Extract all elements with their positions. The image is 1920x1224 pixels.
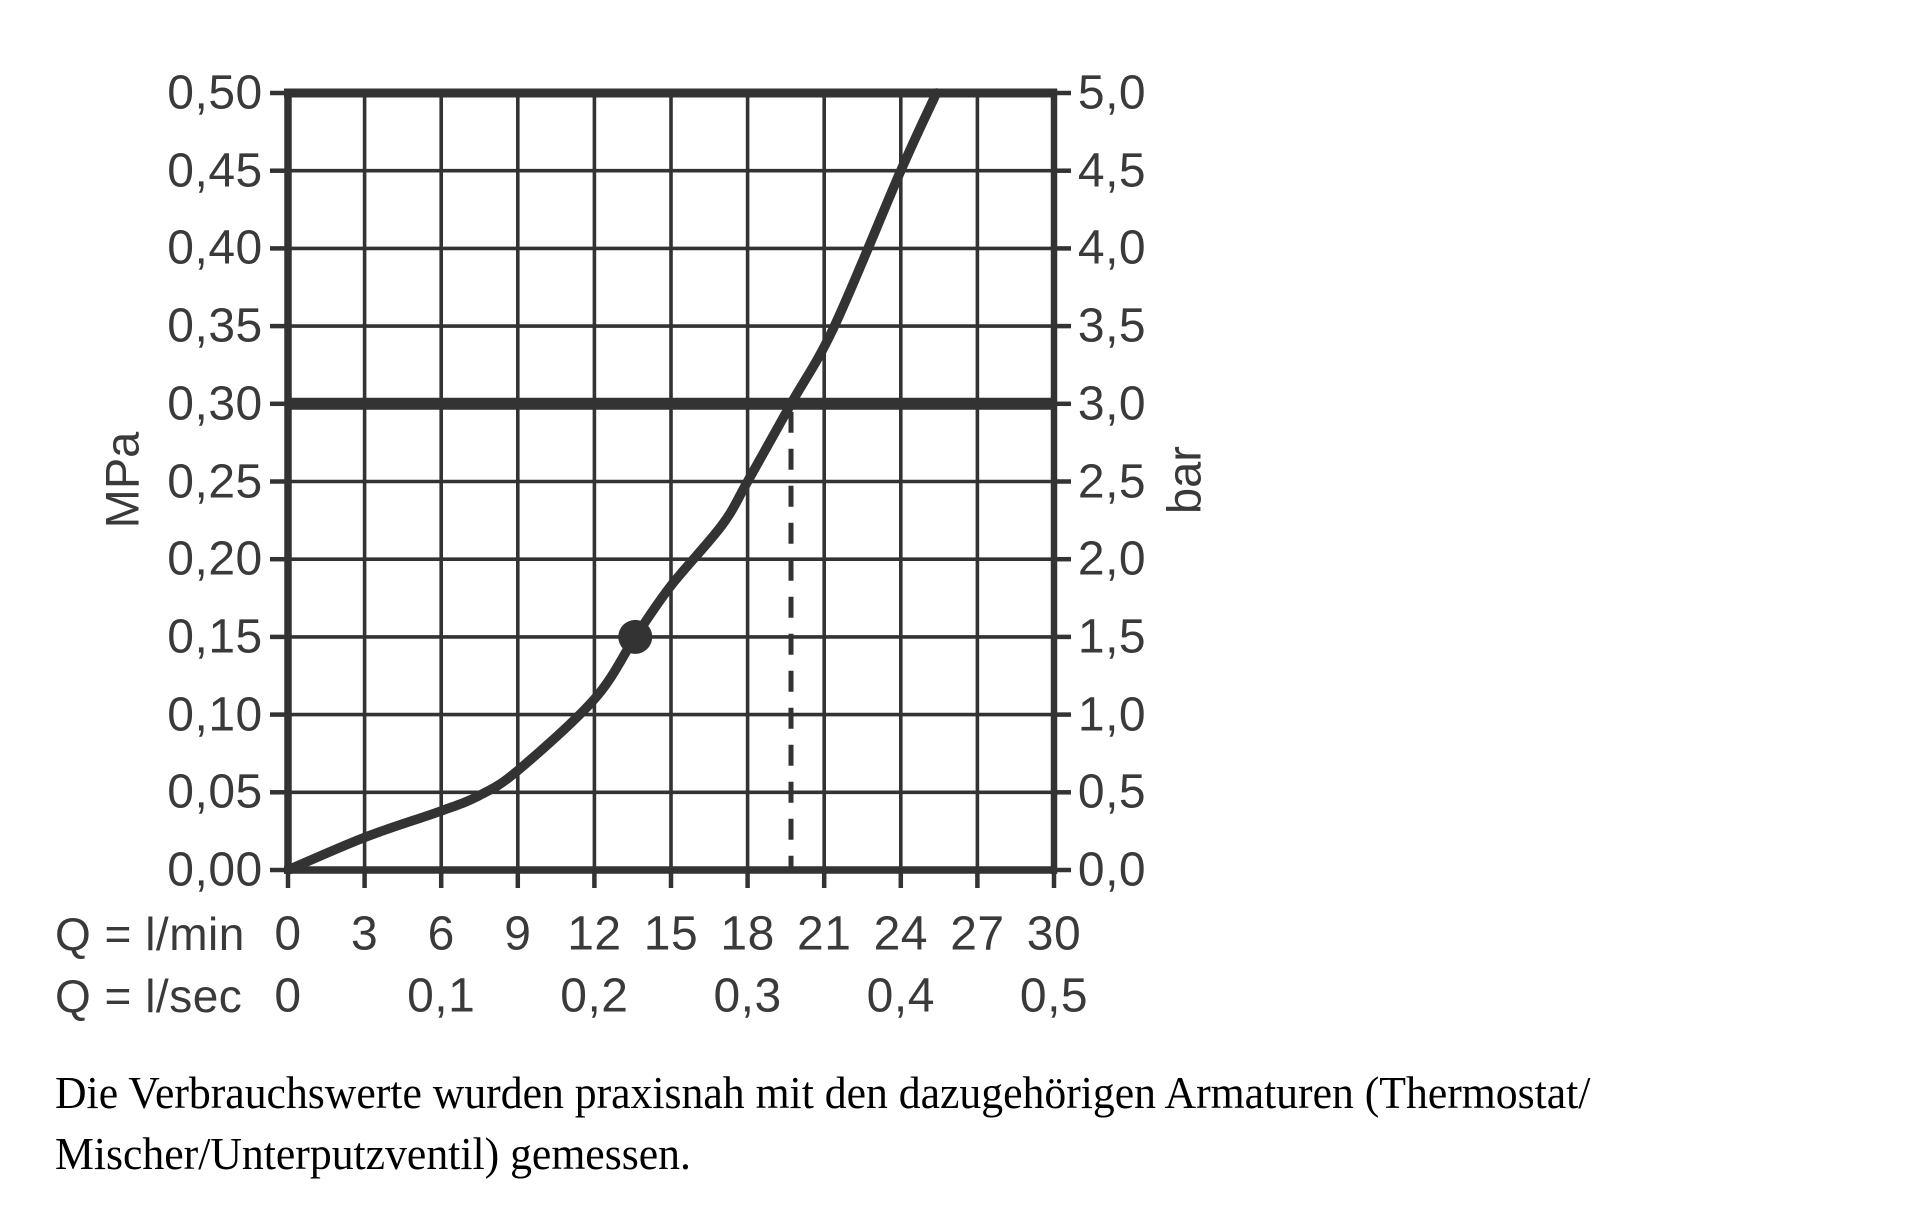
lsec-axis-tick-label: 0,5 — [1019, 969, 1089, 1023]
lmin-axis-tick-label: 6 — [427, 907, 455, 961]
right-axis-tick-label: 3,5 — [1077, 299, 1147, 353]
lsec-axis-tick-label: 0,3 — [713, 969, 782, 1023]
right-axis-tick-label: 4,0 — [1077, 221, 1147, 275]
right-axis-tick-label: 1,5 — [1077, 610, 1147, 664]
left-axis-tick-label: 0,50 — [167, 66, 263, 120]
left-axis-title: MPa — [95, 431, 149, 529]
left-axis-tick-label: 0,45 — [167, 144, 263, 198]
left-axis-tick-label: 0,20 — [167, 532, 263, 586]
lsec-axis-tick-label: 0 — [274, 969, 302, 1023]
lmin-axis-tick-label: 18 — [720, 907, 775, 961]
right-axis-tick-label: 0,0 — [1077, 843, 1147, 897]
lmin-axis-tick-label: 27 — [950, 907, 1005, 961]
left-axis-tick-label: 0,30 — [167, 377, 263, 431]
lsec-axis-tick-label: 0,4 — [866, 969, 935, 1023]
right-axis-tick-label: 1,0 — [1077, 688, 1147, 742]
left-axis-tick-label: 0,40 — [167, 221, 263, 275]
left-axis-tick-label: 0,35 — [167, 299, 263, 353]
left-axis-tick-label: 0,00 — [167, 843, 263, 897]
left-axis-tick-label: 0,10 — [167, 688, 263, 742]
left-axis-tick-label: 0,15 — [167, 610, 263, 664]
right-axis-tick-label: 2,0 — [1077, 532, 1147, 586]
right-axis-title: bar — [1157, 446, 1211, 514]
lmin-axis-prefix: Q = l/min — [55, 908, 245, 960]
lsec-axis-tick-label: 0,2 — [560, 969, 629, 1023]
flow-curve — [283, 88, 942, 875]
left-axis-tick-label: 0,25 — [167, 455, 263, 508]
caption: Die Verbrauchswerte wurden praxisnah mit… — [55, 1062, 1590, 1184]
left-axis-tick-label: 0,05 — [167, 765, 263, 819]
right-axis-tick-label: 0,5 — [1077, 765, 1147, 819]
curve-marker-dot — [618, 619, 653, 654]
lmin-axis-tick-label: 3 — [350, 907, 379, 961]
lmin-axis-tick-label: 9 — [504, 907, 532, 961]
lmin-axis-tick-label: 24 — [873, 907, 928, 961]
lsec-axis-tick-label: 0,1 — [407, 969, 476, 1023]
right-axis-tick-label: 3,0 — [1077, 377, 1147, 431]
lmin-axis-tick-label: 21 — [796, 907, 852, 961]
lmin-axis-tick-label: 30 — [1026, 907, 1082, 961]
caption-line-2: Mischer/Unterputzventil) gemessen. — [55, 1128, 691, 1179]
lmin-axis-tick-label: 15 — [643, 907, 699, 961]
lsec-axis-prefix: Q = l/sec — [55, 970, 243, 1022]
right-axis-tick-label: 5,0 — [1077, 66, 1147, 120]
lmin-axis-tick-label: 12 — [567, 907, 622, 961]
right-axis-tick-label: 4,5 — [1077, 144, 1147, 198]
lmin-axis-tick-label: 0 — [274, 907, 302, 961]
caption-line-1: Die Verbrauchswerte wurden praxisnah mit… — [55, 1067, 1591, 1118]
right-axis-tick-label: 2,5 — [1077, 455, 1147, 508]
